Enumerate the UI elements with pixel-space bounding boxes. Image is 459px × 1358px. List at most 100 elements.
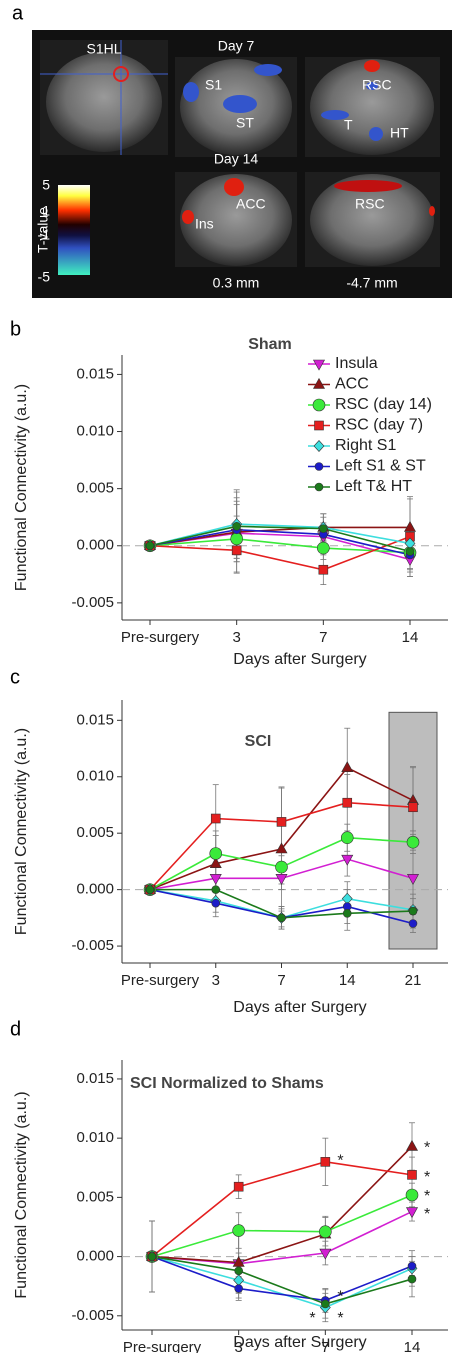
marker — [409, 907, 417, 915]
marker — [235, 1267, 243, 1275]
y-tick-label: 0.005 — [76, 480, 114, 497]
colorbar-tick: 1 — [42, 203, 50, 219]
blob — [369, 127, 383, 141]
x-axis-title: Days after Surgery — [233, 651, 366, 668]
colorbar-tick: -1 — [38, 227, 51, 243]
x-tick-label: Pre-surgery — [121, 629, 200, 646]
region-label: RSC — [355, 196, 385, 212]
marker — [314, 379, 325, 389]
marker — [233, 522, 241, 530]
y-tick-label: 0.010 — [76, 422, 114, 439]
slice-label: 0.3 mm — [213, 275, 260, 291]
x-tick-label: Pre-surgery — [123, 1339, 202, 1353]
series-line — [152, 1257, 412, 1304]
marker — [407, 1140, 418, 1150]
y-tick-label: 0.005 — [76, 824, 114, 841]
marker — [408, 1170, 417, 1179]
marker — [276, 874, 287, 884]
marker — [211, 814, 220, 823]
y-axis-title: Functional Connectivity (a.u.) — [13, 728, 30, 935]
blob — [224, 178, 244, 196]
marker — [342, 762, 353, 772]
marker — [210, 848, 222, 860]
significance-marker: * — [424, 1206, 430, 1223]
blob — [254, 64, 282, 76]
significance-marker: * — [337, 1153, 343, 1170]
marker — [409, 919, 417, 927]
marker — [313, 399, 325, 411]
row-title: Day 14 — [214, 151, 259, 167]
legend-label: Right S1 — [335, 437, 396, 454]
series-line — [152, 1212, 412, 1264]
marker — [231, 533, 243, 545]
y-axis-title: Functional Connectivity (a.u.) — [13, 384, 30, 591]
marker — [212, 899, 220, 907]
marker — [343, 909, 351, 917]
blob — [183, 82, 199, 102]
blob — [334, 180, 402, 192]
region-label: Ins — [195, 216, 214, 232]
region-label: T — [344, 117, 353, 133]
marker — [276, 861, 288, 873]
blob — [182, 210, 194, 224]
panel-label: d — [10, 1018, 21, 1040]
marker — [407, 836, 419, 848]
colorbar-tick: 5 — [42, 177, 50, 193]
x-axis-title: Days after Surgery — [233, 1334, 366, 1351]
x-tick-label: 7 — [319, 629, 327, 646]
panel-label: b — [10, 318, 21, 340]
legend-label: Left S1 & ST — [335, 458, 426, 475]
marker — [148, 1253, 156, 1261]
x-tick-label: 14 — [339, 972, 356, 989]
marker — [319, 525, 327, 533]
legend-label: Insula — [335, 355, 378, 372]
y-tick-label: 0.000 — [76, 881, 114, 898]
figure: a S1HL Day 7 S1 ST RSC T HT Day 14 ACC I… — [0, 0, 459, 1353]
marker — [315, 463, 323, 471]
y-tick-label: 0.005 — [76, 1188, 114, 1205]
marker — [408, 1275, 416, 1283]
marker — [314, 441, 324, 452]
y-tick-label: 0.000 — [76, 537, 114, 554]
marker — [314, 360, 325, 370]
significance-marker: * — [424, 1188, 430, 1205]
panel-label: c — [10, 666, 20, 688]
marker — [409, 803, 418, 812]
marker — [317, 542, 329, 554]
legend-label: RSC (day 14) — [335, 396, 432, 413]
marker — [406, 547, 414, 555]
chart-title: SCI Normalized to Shams — [130, 1075, 324, 1092]
legend-label: RSC (day 7) — [335, 417, 423, 434]
chart-title: SCI — [245, 733, 272, 750]
x-tick-label: 7 — [277, 972, 285, 989]
significance-marker: * — [424, 1169, 430, 1186]
marker — [232, 546, 241, 555]
marker — [405, 521, 416, 531]
region-label: ACC — [236, 196, 266, 212]
legend-label: Left T& HT — [335, 478, 412, 495]
marker — [212, 886, 220, 894]
marker — [321, 1157, 330, 1166]
significance-marker: * — [424, 1139, 430, 1156]
significance-marker: * — [337, 1289, 343, 1306]
significance-marker: * — [309, 1310, 315, 1327]
marker — [278, 914, 286, 922]
reference-label: S1HL — [86, 41, 121, 57]
region-label: S1 — [205, 77, 222, 93]
marker — [235, 1285, 243, 1293]
marker — [315, 421, 324, 430]
y-tick-label: 0.010 — [76, 768, 114, 785]
panel-label: a — [12, 2, 24, 24]
y-tick-label: -0.005 — [71, 594, 114, 611]
brain-slice — [46, 52, 162, 152]
marker — [408, 1262, 416, 1270]
x-tick-label: 3 — [212, 972, 220, 989]
region-label: RSC — [362, 77, 392, 93]
marker — [146, 886, 154, 894]
significance-marker: * — [337, 1310, 343, 1327]
colorbar-tick: -5 — [38, 269, 51, 285]
legend-label: ACC — [335, 376, 369, 393]
brain-slice — [310, 59, 434, 155]
marker — [233, 1225, 245, 1237]
region-label: ST — [236, 115, 254, 131]
